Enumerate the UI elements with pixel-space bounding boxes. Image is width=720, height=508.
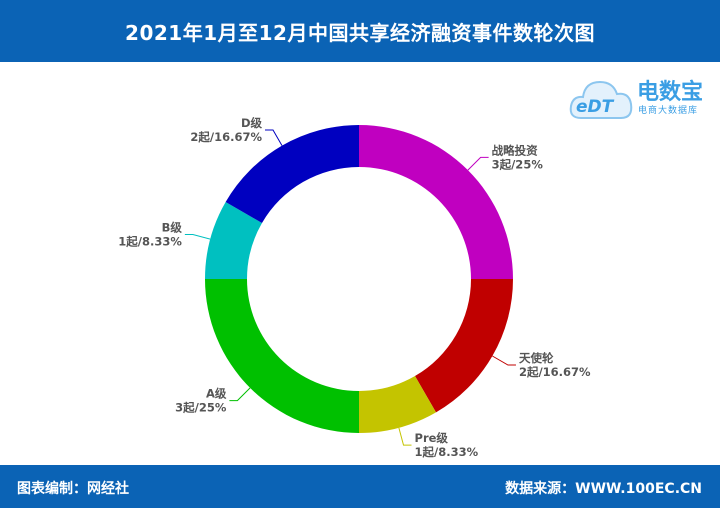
slice-name-label-0: 战略投资 [492,143,538,157]
donut-chart: 战略投资3起/25%天使轮2起/16.67%Pre级1起/8.33%A级3起/2… [118,116,591,459]
donut-slices [205,125,513,433]
footer-source: 数据来源：WWW.100EC.CN [505,481,702,497]
slice-0 [359,125,513,279]
slice-3 [205,279,359,433]
slice-name-label-1: 天使轮 [519,351,554,365]
slice-value-label-2: 1起/8.33% [415,445,479,459]
footer-editor: 图表编制：网经社 [17,481,129,497]
slice-name-label-4: B级 [162,220,183,234]
slice-2 [359,375,436,433]
slice-value-label-4: 1起/8.33% [118,234,182,248]
header-bar: 2021年1月至12月中国共享经济融资事件数轮次图 [0,0,720,62]
slice-name-label-5: D级 [241,116,263,130]
brand-logo: eDT 电数宝 电商大数据库 [567,68,717,126]
slice-name-label-2: Pre级 [415,431,449,445]
slice-name-label-3: A级 [206,387,227,401]
chart-title: 2021年1月至12月中国共享经济融资事件数轮次图 [125,20,595,45]
logo-mark: eDT [576,97,615,117]
leader-line-5 [265,129,283,146]
leader-line-1 [492,355,516,366]
leader-line-3 [229,387,251,402]
leader-line-4 [184,233,211,240]
slice-5 [225,125,359,223]
logo-text: 电数宝 [637,80,704,105]
leader-lines [184,129,516,446]
leader-line-2 [398,427,412,446]
slice-4 [205,202,263,279]
slice-value-label-5: 2起/16.67% [190,130,262,144]
footer-bar: 图表编制：网经社 数据来源：WWW.100EC.CN [0,465,720,508]
cloud-logo-icon: eDT [569,80,633,119]
leader-line-0 [467,156,489,171]
slice-value-label-3: 3起/25% [175,401,227,415]
slice-labels: 战略投资3起/25%天使轮2起/16.67%Pre级1起/8.33%A级3起/2… [118,116,591,459]
slice-1 [415,279,513,413]
slice-value-label-0: 3起/25% [492,157,544,171]
slice-value-label-1: 2起/16.67% [519,365,591,379]
logo-subtitle: 电商大数据库 [638,106,699,116]
